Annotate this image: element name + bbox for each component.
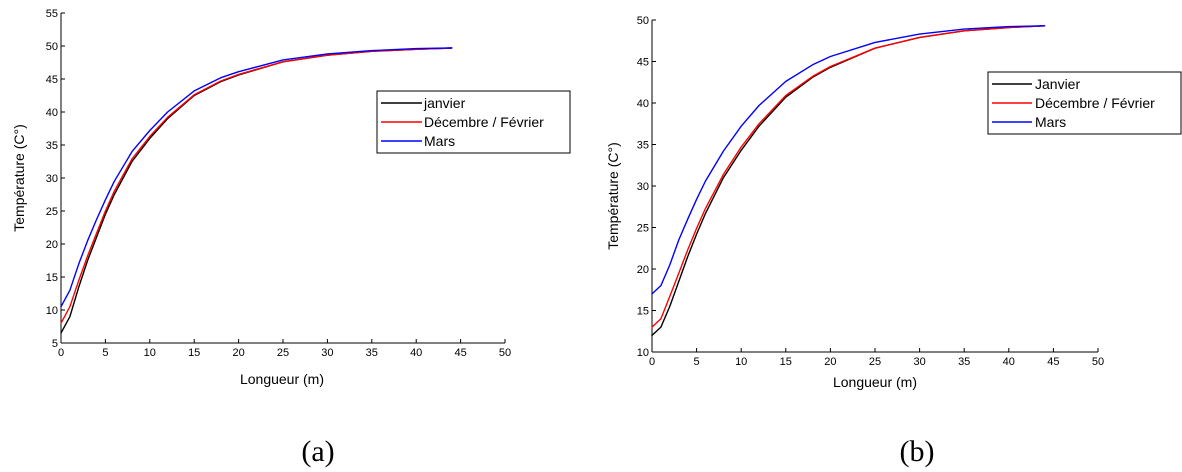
chart-a-ytick-label: 50 [46, 41, 58, 53]
chart-a-xtick-label: 20 [232, 347, 244, 359]
chart-b-ytick-label: 25 [637, 223, 649, 235]
chart-b-ytick-label: 30 [637, 181, 649, 193]
chart-b-xlabel: Longueur (m) [833, 374, 917, 390]
chart-a-xtick-label: 10 [144, 347, 156, 359]
chart-b-xtick-label: 0 [649, 356, 655, 368]
chart-b-xtick-label: 15 [780, 356, 792, 368]
chart-b-yticks: 10 15 20 25 30 35 40 45 50 [637, 15, 656, 359]
chart-b-xtick-label: 25 [869, 356, 881, 368]
chart-a-ytick-label: 10 [46, 305, 58, 317]
chart-a-xtick-label: 50 [499, 347, 511, 359]
chart-a-xticks: 0 5 10 15 20 25 30 35 40 45 50 [58, 339, 511, 359]
chart-a-xlabel: Longueur (m) [240, 371, 324, 387]
chart-b-series-line-1 [651, 25, 1046, 328]
chart-a-caption: (a) [301, 435, 334, 468]
chart-b-xtick-label: 50 [1092, 356, 1104, 368]
chart-b-ytick-label: 20 [637, 264, 649, 276]
chart-b-xticks: 0 5 10 15 20 25 30 35 40 45 50 [649, 348, 1104, 368]
chart-a-series-line-2 [60, 47, 453, 308]
chart-a-legend-label-1: Décembre / Février [424, 114, 544, 130]
chart-a-xtick-label: 0 [58, 347, 64, 359]
chart-b-xtick-label: 40 [1003, 356, 1015, 368]
chart-a-series-line-1 [60, 47, 453, 324]
chart-b-ytick-label: 35 [637, 140, 649, 152]
chart-a-series [60, 47, 453, 334]
chart-a-xtick-label: 5 [102, 347, 108, 359]
chart-b-xtick-label: 10 [735, 356, 747, 368]
chart-a-ytick-label: 20 [46, 239, 58, 251]
chart-b-series [651, 25, 1046, 337]
chart-a-xtick-label: 40 [410, 347, 422, 359]
chart-a-legend: janvier Décembre / Février Mars [376, 90, 571, 154]
chart-a-xtick-label: 30 [321, 347, 333, 359]
chart-b-xtick-label: 35 [958, 356, 970, 368]
chart-b-series-line-0 [651, 25, 1046, 337]
chart-b-xtick-label: 5 [694, 356, 700, 368]
chart-b-ytick-label: 10 [637, 347, 649, 359]
chart-a-xtick-label: 45 [454, 347, 466, 359]
chart-b-legend-label-0: Janvier [1035, 76, 1080, 92]
chart-b-legend-label-1: Décembre / Février [1035, 95, 1155, 111]
chart-a-ytick-label: 35 [46, 140, 58, 152]
chart-b-series-line-2 [651, 25, 1046, 295]
chart-b-caption: (b) [900, 435, 935, 468]
chart-b-ytick-label: 40 [637, 98, 649, 110]
chart-b-xtick-label: 20 [824, 356, 836, 368]
chart-b-ytick-label: 50 [637, 15, 649, 27]
chart-a-ytick-label: 55 [46, 8, 58, 20]
chart-a-ytick-label: 30 [46, 173, 58, 185]
chart-b-ytick-label: 45 [637, 57, 649, 69]
chart-b-ytick-label: 15 [637, 306, 649, 318]
chart-b-ylabel: Température (C°) [605, 142, 621, 250]
chart-a-xtick-label: 35 [366, 347, 378, 359]
chart-a-ylabel: Température (C°) [11, 124, 27, 232]
chart-a-xtick-label: 25 [277, 347, 289, 359]
chart-b-legend-label-2: Mars [1035, 114, 1066, 130]
chart-a-ytick-label: 45 [46, 74, 58, 86]
chart-a-ytick-label: 40 [46, 107, 58, 119]
chart-b-legend: Janvier Décembre / Février Mars [987, 71, 1182, 135]
chart-a-xtick-label: 15 [188, 347, 200, 359]
chart-a-ytick-label: 5 [52, 338, 58, 350]
chart-a-legend-label-0: janvier [423, 95, 466, 111]
chart-a-legend-label-2: Mars [424, 133, 455, 149]
chart-b-xtick-label: 45 [1047, 356, 1059, 368]
chart-a-legend-box [376, 90, 571, 154]
chart-a-ytick-label: 15 [46, 272, 58, 284]
chart-b-xtick-label: 30 [913, 356, 925, 368]
chart-a-ytick-label: 25 [46, 206, 58, 218]
chart-a-yticks: 5 10 15 20 25 30 35 40 45 50 55 [46, 8, 65, 350]
